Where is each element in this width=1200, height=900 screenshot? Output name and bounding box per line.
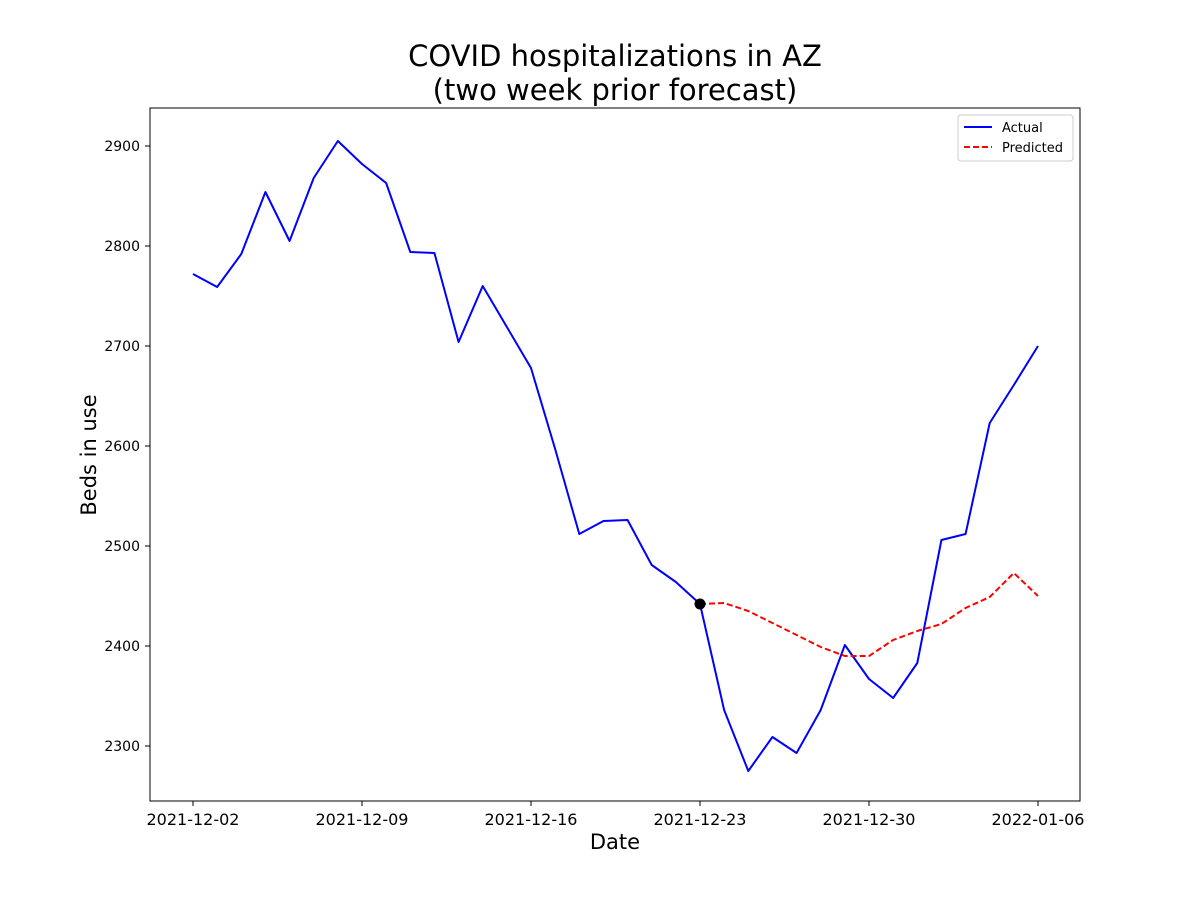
series-line-actual bbox=[192, 140, 1039, 772]
plot-background bbox=[150, 108, 1080, 801]
y-tick-label: 2500 bbox=[104, 539, 140, 555]
series-line-predicted bbox=[699, 572, 1039, 657]
x-tick-label: 2021-12-23 bbox=[654, 810, 747, 829]
legend: Actual Predicted bbox=[957, 114, 1074, 162]
legend-label-actual: Actual bbox=[1002, 121, 1043, 136]
y-tick-label: 2600 bbox=[104, 439, 140, 455]
x-tick-label: 2021-12-16 bbox=[485, 810, 578, 829]
y-axis-label: Beds in use bbox=[77, 394, 101, 515]
y-tick-label: 2400 bbox=[104, 639, 140, 655]
x-tick-label: 2022-01-06 bbox=[992, 810, 1085, 829]
x-tick-label: 2021-12-02 bbox=[147, 810, 240, 829]
y-tick-label: 2300 bbox=[104, 739, 140, 755]
chart-title-line-2: (two week prior forecast) bbox=[433, 73, 798, 107]
series-layer bbox=[192, 140, 1039, 772]
marker-layer bbox=[694, 598, 706, 610]
x-tick-label: 2021-12-09 bbox=[316, 810, 409, 829]
chart-title-line-1: COVID hospitalizations in AZ bbox=[408, 39, 822, 73]
y-axis: 2300 2400 2500 2600 2700 2800 2900 bbox=[104, 139, 150, 755]
plot-frame bbox=[149, 107, 1081, 802]
y-tick-label: 2800 bbox=[104, 239, 140, 255]
x-tick-label: 2021-12-30 bbox=[823, 810, 916, 829]
forecast-start-marker bbox=[694, 598, 706, 610]
y-tick-label: 2700 bbox=[104, 339, 140, 355]
x-axis-label: Date bbox=[590, 830, 640, 854]
y-tick-label: 2900 bbox=[104, 139, 140, 155]
legend-label-predicted: Predicted bbox=[1002, 141, 1063, 156]
plot-area bbox=[149, 107, 1081, 802]
x-axis: 2021-12-02 2021-12-09 2021-12-16 2021-12-23… bbox=[147, 801, 1085, 829]
